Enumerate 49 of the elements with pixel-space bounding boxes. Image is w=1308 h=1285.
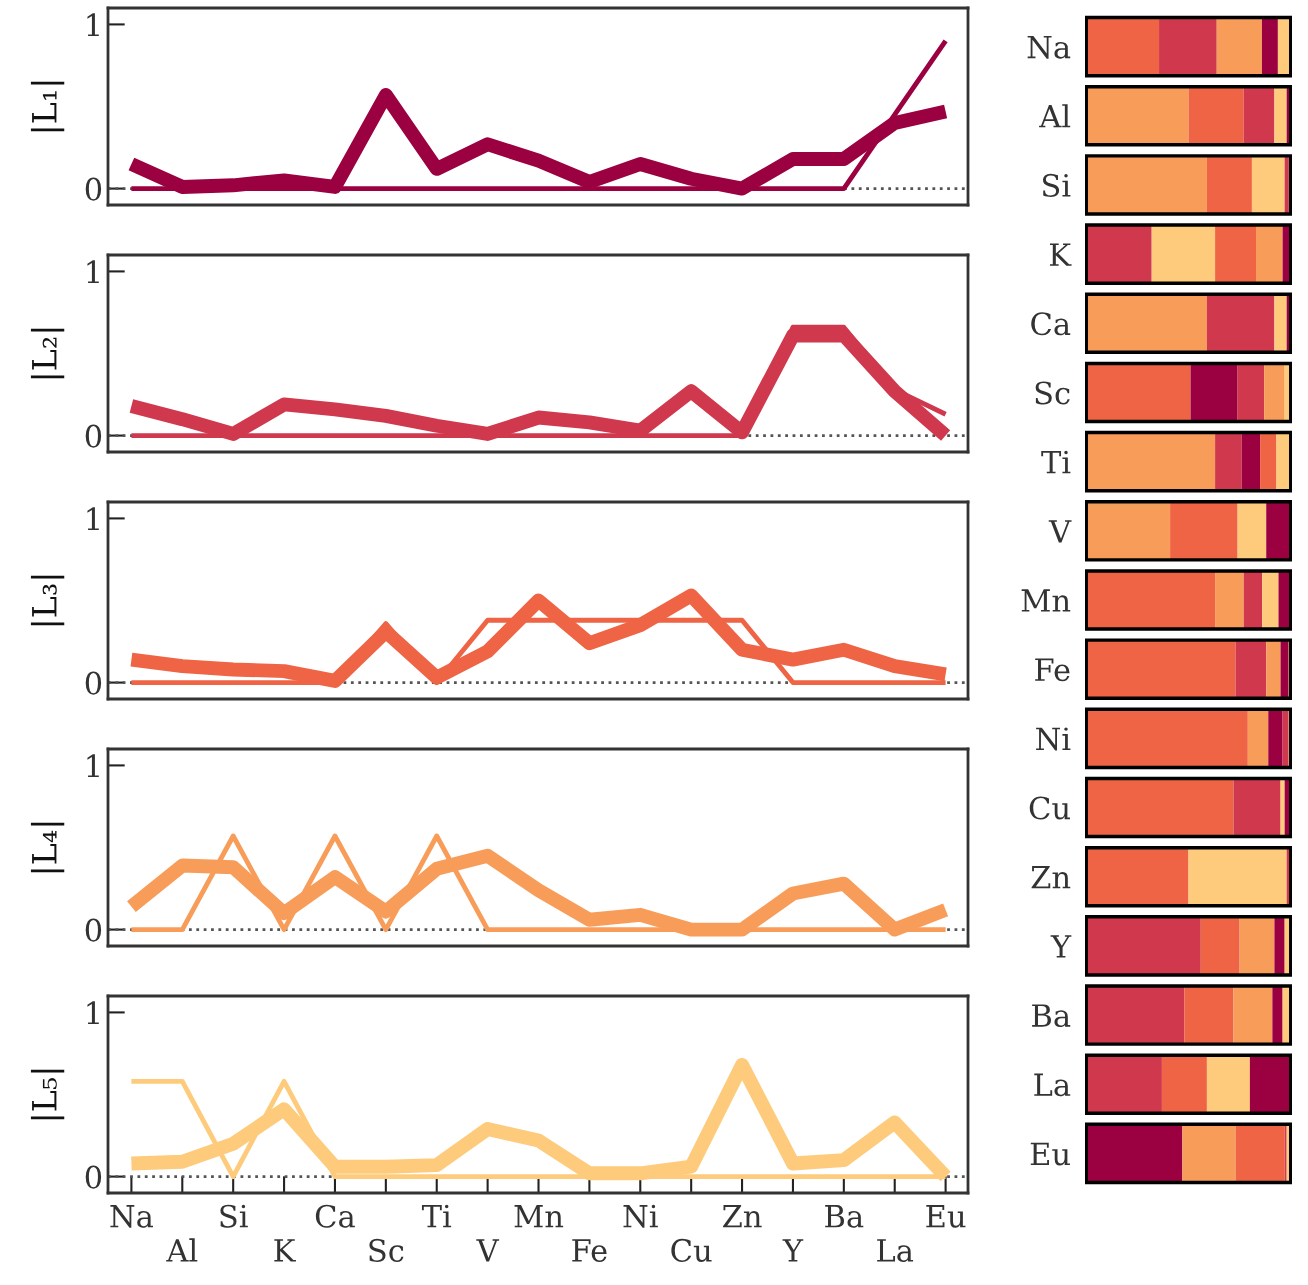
x-tick-label: Sc xyxy=(369,1238,404,1262)
y-tick-label: Cu xyxy=(1029,796,1070,820)
y-tick-label: 0 xyxy=(85,1165,102,1189)
x-tick-label: La xyxy=(877,1239,914,1262)
y-tick-label: 1 xyxy=(87,754,99,778)
y-tick-label: Sc xyxy=(1035,381,1070,405)
x-tick-label: Eu xyxy=(926,1205,966,1228)
y-tick-label: V xyxy=(1048,520,1072,543)
x-tick-label: Fe xyxy=(572,1239,607,1262)
x-tick-label: Na xyxy=(110,1205,154,1228)
y-axis-title: |L₅| xyxy=(30,1069,65,1120)
x-tick-label: Cu xyxy=(671,1238,712,1262)
y-tick-label: Ba xyxy=(1032,1004,1071,1028)
x-tick-label: K xyxy=(274,1239,296,1262)
y-tick-label: Al xyxy=(1039,104,1071,128)
y-tick-label: 1 xyxy=(87,1001,99,1025)
y-tick-label: 1 xyxy=(87,260,99,284)
y-tick-label: 0 xyxy=(85,424,102,448)
y-tick-label: K xyxy=(1049,243,1072,266)
y-tick-label: 1 xyxy=(87,507,99,531)
y-tick-label: Ni xyxy=(1036,727,1071,751)
y-tick-label: 0 xyxy=(85,918,102,942)
x-tick-label: Ca xyxy=(315,1204,355,1228)
x-tick-label: Al xyxy=(166,1238,198,1262)
x-tick-label: Ni xyxy=(623,1204,658,1228)
x-tick-label: Ti xyxy=(421,1204,452,1228)
y-tick-label: Zn xyxy=(1031,866,1071,889)
y-axis-title: |L₄| xyxy=(30,822,65,873)
x-tick-label: Ba xyxy=(825,1205,864,1228)
y-tick-label: La xyxy=(1034,1073,1071,1097)
y-tick-label: Na xyxy=(1027,35,1071,59)
y-tick-label: Ca xyxy=(1031,312,1071,336)
x-tick-label: V xyxy=(476,1239,500,1262)
y-tick-label: Mn xyxy=(1021,589,1071,612)
y-tick-label: Eu xyxy=(1030,1142,1070,1166)
y-axis-title: |L₂| xyxy=(30,328,65,379)
y-tick-label: Ti xyxy=(1041,450,1071,474)
y-tick-label: Fe xyxy=(1035,658,1070,682)
y-tick-label: 0 xyxy=(85,671,102,695)
x-tick-label: Zn xyxy=(722,1205,762,1228)
y-axis-title: |L₁| xyxy=(30,81,65,132)
y-axis-title: |L₃| xyxy=(30,575,65,626)
y-tick-label: Si xyxy=(1042,173,1071,197)
x-tick-label: Y xyxy=(782,1239,804,1262)
y-tick-label: Y xyxy=(1050,935,1072,958)
x-tick-label: Mn xyxy=(514,1205,564,1228)
y-tick-label: 0 xyxy=(85,177,102,201)
y-tick-label: 1 xyxy=(87,13,99,37)
x-tick-label: Si xyxy=(220,1204,248,1228)
